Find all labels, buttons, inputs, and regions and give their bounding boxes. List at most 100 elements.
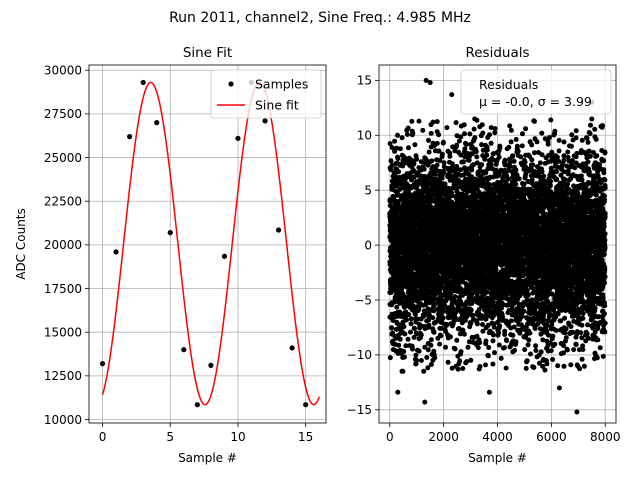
axes-title: Sine Fit [183,45,232,61]
residual-point [421,368,427,374]
residual-point [479,162,485,168]
residual-point [503,365,509,371]
residual-point [484,152,490,158]
residual-point [401,349,407,355]
residual-point [458,349,464,355]
residual-point [390,317,396,323]
sample-point [276,227,282,233]
tick-labels: 0 5 10 151000012500150001750020000225002500… [44,64,314,444]
y-tick-label: 17500 [44,282,82,296]
sample-point [113,249,119,255]
sample-point [154,120,160,126]
residual-point [409,118,415,124]
residual-point [492,126,498,132]
residual-point [452,346,458,352]
residual-point [475,345,481,351]
y-tick-label: 22500 [44,195,82,209]
residual-point [504,338,510,344]
residual-point [483,338,489,344]
residual-point [497,145,503,151]
residual-point [428,130,434,136]
residual-point [408,321,414,327]
y-axis-label: ADC Counts [14,208,28,280]
residual-point [431,329,437,335]
residual-point [461,159,467,165]
x-axis-label: Sample # [178,451,237,465]
residual-point [454,337,460,343]
residual-point [488,140,494,146]
residual-point [412,325,417,331]
residual-point [401,324,407,330]
sample-point [208,362,214,368]
residual-points [387,77,608,415]
residual-point [515,148,521,154]
residual-point [426,322,432,328]
residual-point [400,368,406,374]
residual-point [402,331,408,337]
residual-point [400,163,406,169]
residual-point [462,146,468,152]
residual-point [389,325,395,331]
residual-point [395,156,401,162]
residual-point [434,140,440,146]
residual-point [411,334,417,340]
residual-point [437,341,443,347]
residual-point [460,366,466,371]
sample-point [99,361,106,367]
residual-point [518,154,524,160]
residual-point [484,147,490,153]
residual-point [414,156,420,162]
residual-point [428,342,434,348]
residual-point [502,328,508,334]
x-tick-label: 0 [99,430,107,444]
residual-point [408,329,413,335]
sample-point [140,79,146,86]
residual-point [477,364,483,369]
residual-point [440,139,446,145]
sample-point [181,347,187,353]
residual-point [485,353,491,359]
residual-point [502,345,507,351]
residual-point [512,347,518,353]
sample-point [235,135,241,141]
axes-frame [88,64,327,424]
residual-point [414,357,419,363]
sample-point [262,118,268,124]
residual-point [487,132,492,138]
x-tick-label: 5 [166,430,174,444]
residual-point [444,125,450,131]
residual-point [388,158,394,164]
residual-point [402,354,407,360]
residual-point [513,167,519,173]
residual-point [507,164,513,170]
residual-point [430,119,436,125]
residual-point [429,158,435,164]
residual-point [394,304,400,310]
residual-point [474,321,480,327]
residual-point [464,141,469,147]
residual-point [490,332,496,338]
residual-point [462,131,467,137]
residual-point [411,174,417,180]
residual-point [395,132,400,138]
residual-point [447,334,453,340]
residual-point [416,307,422,313]
residual-point [406,145,411,151]
plot-area [99,79,320,408]
residual-point [453,120,459,126]
residual-point [434,119,440,125]
legend-label-samples: Samples [255,77,308,92]
residual-point [472,135,478,141]
residual-point [432,355,438,361]
residual-point [447,153,453,159]
residual-point [441,168,447,174]
residual-point [449,190,455,196]
residual-point [468,357,474,363]
residual-point [425,347,431,353]
residual-point [442,181,448,187]
residual-point [418,332,424,338]
sample-point [194,402,200,408]
residual-point [470,312,476,318]
sample-point [289,345,295,351]
sample-point [221,253,228,259]
